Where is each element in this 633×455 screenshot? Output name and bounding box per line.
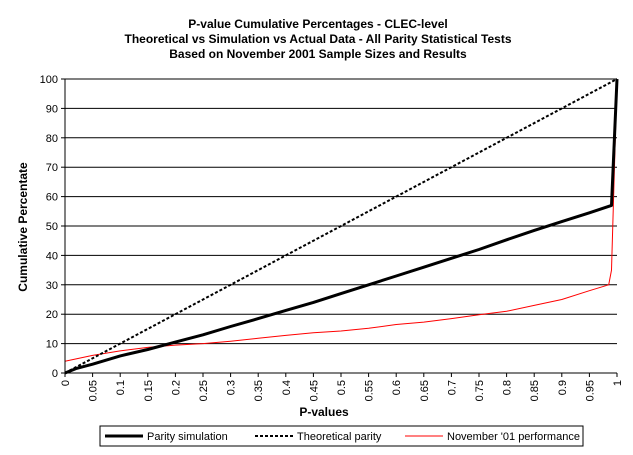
x-tick-label: 0.35 xyxy=(253,380,265,401)
x-tick-label: 0.15 xyxy=(143,380,155,401)
y-tick-label: 90 xyxy=(46,103,58,115)
x-tick-label: 0.2 xyxy=(170,380,182,395)
y-axis-title: Cumulative Percentate xyxy=(16,162,30,292)
series-line-1 xyxy=(64,78,618,374)
gridlines xyxy=(65,78,617,345)
legend: Parity simulation Theoretical parity Novem… xyxy=(99,425,584,447)
y-tick-label: 20 xyxy=(46,309,58,321)
x-tick-label: 0.25 xyxy=(198,380,210,401)
x-tick-label: 0.1 xyxy=(115,380,127,395)
chart-title-line-3: Based on November 2001 Sample Sizes and … xyxy=(169,47,467,61)
y-tick-label: 100 xyxy=(40,74,58,86)
chart-title-line-1: P-value Cumulative Percentages - CLEC-le… xyxy=(188,17,447,31)
x-tick-label: 0.45 xyxy=(308,380,320,401)
chart-title-line-2: Theoretical vs Simulation vs Actual Data… xyxy=(124,32,511,46)
chart-title: P-value Cumulative Percentages - CLEC-le… xyxy=(124,17,511,61)
y-tick-label: 10 xyxy=(46,339,58,351)
x-tick-label: 0.9 xyxy=(557,380,569,395)
x-tick-label: 0.6 xyxy=(391,380,403,395)
x-tick-label: 0 xyxy=(60,380,72,386)
x-axis-title: P-values xyxy=(299,405,349,419)
y-axis-ticks: 0 10 20 30 40 50 60 70 80 90 100 xyxy=(40,74,65,380)
x-tick-label: 1 xyxy=(612,380,624,386)
x-tick-label: 0.3 xyxy=(226,380,238,395)
y-tick-label: 40 xyxy=(46,250,58,262)
x-axis-ticks: 0 0.05 0.1 0.15 0.2 0.25 0.3 0.35 0.4 0.45 0.5 0.55… xyxy=(60,373,624,401)
y-tick-label: 80 xyxy=(46,133,58,145)
y-tick-label: 70 xyxy=(46,162,58,174)
x-tick-label: 0.05 xyxy=(88,380,100,401)
y-tick-label: 50 xyxy=(46,221,58,233)
y-tick-label: 0 xyxy=(52,368,58,380)
legend-label-1: Theoretical parity xyxy=(297,431,382,443)
legend-label-2: November '01 performance xyxy=(447,431,580,443)
x-tick-label: 0.95 xyxy=(584,380,596,401)
y-tick-label: 60 xyxy=(46,192,58,204)
legend-box xyxy=(99,425,584,447)
x-tick-label: 0.8 xyxy=(502,380,514,395)
series-group xyxy=(64,78,619,375)
series-line-0 xyxy=(64,78,619,375)
x-tick-label: 0.7 xyxy=(446,380,458,395)
x-tick-label: 0.5 xyxy=(336,380,348,395)
legend-label-0: Parity simulation xyxy=(147,431,228,443)
x-tick-label: 0.75 xyxy=(474,380,486,401)
x-tick-label: 0.65 xyxy=(419,380,431,401)
x-tick-label: 0.4 xyxy=(281,380,293,395)
x-tick-label: 0.55 xyxy=(364,380,376,401)
y-tick-label: 30 xyxy=(46,280,58,292)
x-tick-label: 0.85 xyxy=(529,380,541,401)
